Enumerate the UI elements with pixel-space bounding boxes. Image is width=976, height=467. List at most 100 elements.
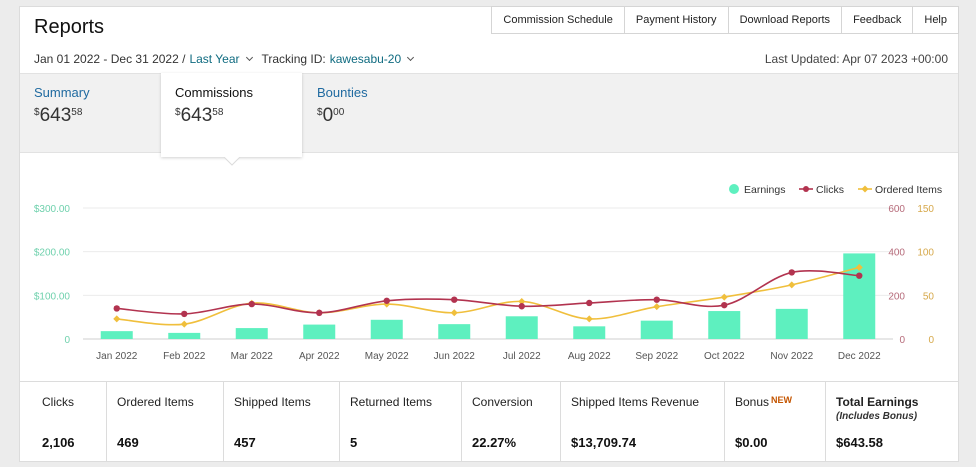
- earnings-bar: [775, 308, 808, 339]
- clicks-point: [113, 305, 120, 312]
- new-badge: NEW: [771, 395, 793, 405]
- ordered-items-point: [788, 281, 796, 289]
- legend-label: Earnings: [744, 184, 785, 196]
- clicks-point: [653, 296, 660, 303]
- stat-total-earnings: Total Earnings (Includes Bonus) $643.58: [825, 382, 958, 462]
- legend-clicks-swatch: [803, 186, 809, 192]
- y-right-clicks-tick-label: 200: [888, 291, 905, 302]
- earnings-bar: [235, 328, 268, 339]
- stat-conversion: Conversion 22.27%: [461, 382, 560, 462]
- tab-amount: $64358: [175, 105, 224, 126]
- last-updated: Last Updated: Apr 07 2023 +00:00: [764, 52, 948, 66]
- tab-bounties[interactable]: Bounties $000: [303, 73, 443, 157]
- tracking-label: Tracking ID:: [261, 52, 326, 66]
- tab-summary[interactable]: Summary $64358: [20, 73, 160, 157]
- earnings-bar: [303, 324, 336, 339]
- earnings-bar: [640, 320, 673, 339]
- clicks-line: [116, 269, 860, 315]
- y-left-tick-label: $200.00: [34, 248, 71, 259]
- x-tick-label: May 2022: [365, 351, 409, 362]
- y-left-tick-label: 0: [64, 335, 70, 346]
- clicks-point: [383, 297, 390, 304]
- stat-shipped-revenue: Shipped Items Revenue $13,709.74: [560, 382, 724, 462]
- top-nav: Commission Schedule Payment History Down…: [491, 6, 959, 34]
- period-dropdown[interactable]: Last Year: [189, 52, 240, 66]
- ordered-items-point: [383, 300, 391, 308]
- stat-ordered-items: Ordered Items 469: [106, 382, 223, 462]
- tracking-id-dropdown[interactable]: kawesabu-20: [329, 52, 402, 66]
- ordered-items-point: [720, 293, 728, 301]
- ordered-items-line: [116, 266, 860, 326]
- y-right-clicks-tick-label: 0: [899, 335, 905, 346]
- date-range: Jan 01 2022 - Dec 31 2022 /: [34, 52, 186, 66]
- x-tick-label: Nov 2022: [770, 351, 813, 362]
- ordered-items-point: [450, 309, 458, 317]
- earnings-bar: [708, 311, 741, 339]
- y-left-tick-label: $300.00: [34, 204, 71, 215]
- x-tick-label: Feb 2022: [163, 351, 206, 362]
- clicks-point: [518, 303, 525, 310]
- page-title: Reports: [34, 16, 105, 38]
- y-right-clicks-tick-label: 400: [888, 248, 905, 259]
- ordered-items-point: [180, 320, 188, 328]
- legend-earnings-swatch: [729, 184, 739, 194]
- active-tab-caret-icon: [223, 156, 241, 166]
- clicks-point: [788, 269, 795, 276]
- report-filters: Jan 01 2022 - Dec 31 2022 / Last Year Tr…: [34, 52, 423, 66]
- help-link[interactable]: Help: [912, 7, 958, 33]
- tab-amount: $000: [317, 105, 345, 126]
- tab-label: Commissions: [175, 85, 254, 100]
- x-tick-label: Aug 2022: [568, 351, 611, 362]
- legend-label: Clicks: [816, 184, 844, 196]
- clicks-point: [248, 300, 255, 308]
- earnings-bar: [100, 331, 133, 339]
- stat-returned-items: Returned Items 5: [339, 382, 461, 462]
- y-left-tick-label: $100.00: [34, 291, 71, 302]
- y-right-ordered-tick-label: 50: [923, 291, 935, 302]
- y-right-ordered-tick-label: 100: [917, 248, 934, 259]
- clicks-point: [721, 301, 728, 309]
- payment-history-link[interactable]: Payment History: [623, 7, 728, 33]
- ordered-items-point: [585, 315, 593, 323]
- x-tick-label: Jun 2022: [434, 351, 476, 362]
- stat-shipped-items: Shipped Items 457: [223, 382, 339, 462]
- x-tick-label: Sep 2022: [635, 351, 678, 362]
- ordered-items-point: [518, 297, 526, 305]
- clicks-point: [586, 299, 593, 307]
- ordered-items-point: [113, 315, 121, 323]
- clicks-point: [316, 309, 323, 316]
- download-reports-link[interactable]: Download Reports: [727, 7, 842, 33]
- x-tick-label: Oct 2022: [704, 351, 745, 362]
- chevron-down-icon[interactable]: [407, 53, 415, 62]
- stat-clicks: Clicks 2,106: [42, 395, 75, 450]
- stats-bar: Clicks 2,106 Ordered Items 469 Shipped I…: [20, 381, 958, 462]
- feedback-link[interactable]: Feedback: [841, 7, 912, 33]
- x-tick-label: Mar 2022: [231, 351, 274, 362]
- earnings-bar: [505, 316, 538, 339]
- legend-label: Ordered Items: [875, 184, 942, 196]
- earnings-bar: [438, 324, 471, 339]
- earnings-bar: [573, 326, 606, 339]
- tab-commissions[interactable]: Commissions $64358: [161, 73, 302, 157]
- tab-label: Summary: [34, 85, 90, 100]
- y-right-ordered-tick-label: 150: [917, 204, 934, 215]
- x-tick-label: Jan 2022: [96, 351, 138, 362]
- stat-bonus: Bonus NEW $0.00: [724, 382, 825, 462]
- commissions-chart: $300.00 $200.00 $100.00 0 600 400 200 0 150 100 50…: [34, 184, 942, 362]
- ordered-items-point: [855, 263, 863, 271]
- reports-panel: Reports Commission Schedule Payment Hist…: [19, 6, 959, 462]
- tab-label: Bounties: [317, 85, 368, 100]
- earnings-bar: [370, 319, 403, 339]
- x-tick-label: Jul 2022: [503, 351, 541, 362]
- commission-schedule-link[interactable]: Commission Schedule: [503, 14, 613, 26]
- clicks-point: [451, 296, 458, 303]
- x-tick-label: Apr 2022: [299, 351, 340, 362]
- chevron-down-icon[interactable]: [245, 53, 253, 62]
- y-right-clicks-tick-label: 600: [888, 204, 905, 215]
- earnings-bar: [168, 332, 201, 339]
- legend-ordered-swatch: [861, 185, 869, 193]
- clicks-point: [181, 310, 188, 318]
- ordered-items-point: [653, 303, 661, 311]
- x-tick-label: Dec 2022: [838, 351, 881, 362]
- tab-amount: $64358: [34, 105, 83, 126]
